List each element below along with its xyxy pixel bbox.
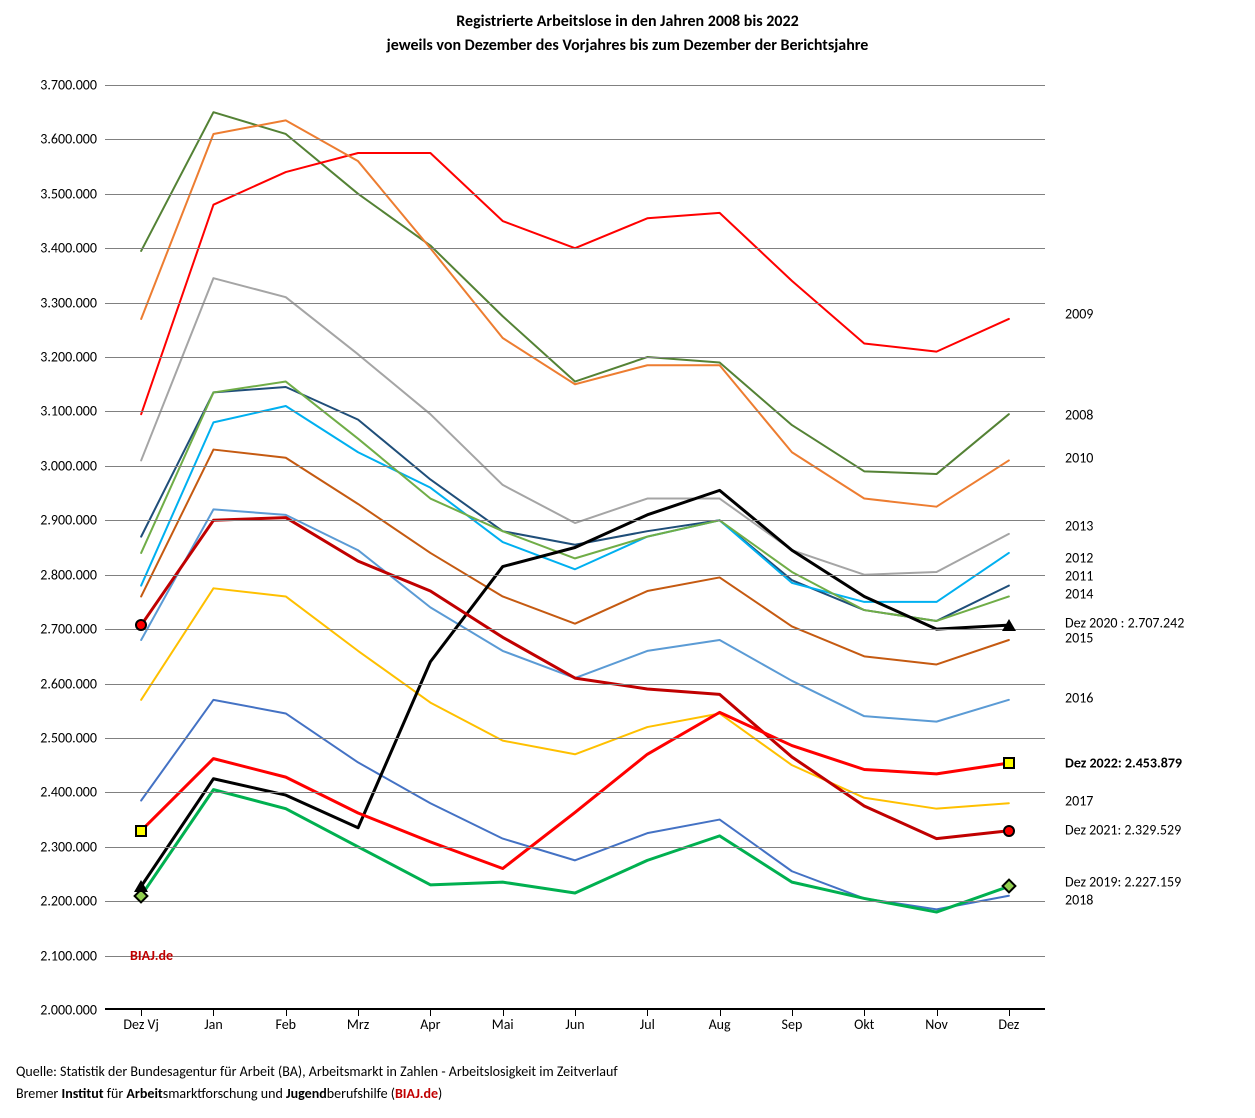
gridline	[105, 194, 1045, 195]
gridline	[105, 847, 1045, 848]
x-tick-label: Dez Vj	[123, 1010, 158, 1033]
x-tick-label: Mrz	[347, 1010, 369, 1033]
s2-p3: smarktforschung und	[163, 1085, 286, 1102]
series-marker-2020	[1002, 619, 1016, 631]
gridline	[105, 738, 1045, 739]
gridline	[105, 684, 1045, 685]
x-tick-label: Jul	[640, 1010, 655, 1033]
x-tick-label: Mai	[492, 1010, 514, 1033]
series-end-label-2021: Dez 2021: 2.329.529	[1065, 822, 1181, 839]
plot-area: 2.000.0002.100.0002.200.0002.300.0002.40…	[105, 85, 1045, 1010]
gridline	[105, 792, 1045, 793]
gridline	[105, 629, 1045, 630]
series-2017	[141, 588, 1009, 808]
chart-title-line2: jeweils von Dezember des Vorjahres bis z…	[0, 36, 1255, 55]
series-end-label-2015: 2015	[1065, 630, 1093, 647]
series-2009	[141, 153, 1009, 414]
y-tick-label: 2.200.000	[40, 893, 105, 910]
x-tick-label: Jun	[565, 1010, 584, 1033]
biaj-watermark: BIAJ.de	[130, 947, 173, 964]
series-2015	[141, 450, 1009, 665]
series-end-label-2011: 2011	[1065, 567, 1093, 584]
y-tick-label: 3.000.000	[40, 457, 105, 474]
y-tick-label: 2.600.000	[40, 675, 105, 692]
series-2014	[141, 382, 1009, 621]
s2-biaj: BIAJ.de	[395, 1085, 438, 1102]
y-tick-label: 3.500.000	[40, 185, 105, 202]
y-tick-label: 2.500.000	[40, 729, 105, 746]
chart-title-line1: Registrierte Arbeitslose in den Jahren 2…	[0, 12, 1255, 31]
series-end-label-2017: 2017	[1065, 792, 1093, 809]
x-tick-label: Aug	[709, 1010, 731, 1033]
gridline	[105, 248, 1045, 249]
source-text-1: Quelle: Statistik der Bundesagentur für …	[16, 1063, 618, 1080]
series-end-label-2020: Dez 2020 : 2.707.242	[1065, 614, 1184, 631]
gridline	[105, 901, 1045, 902]
series-end-label-2012: 2012	[1065, 550, 1093, 567]
series-2020	[141, 490, 1009, 886]
series-2019	[141, 790, 1009, 912]
chart-stage: Registrierte Arbeitslose in den Jahren 2…	[0, 0, 1255, 1118]
series-end-label-2019: Dez 2019: 2.227.159	[1065, 874, 1181, 891]
source-line-2: Bremer Institut für Arbeitsmarktforschun…	[16, 1085, 442, 1102]
gridline	[105, 411, 1045, 412]
s2-p1: Bremer	[16, 1085, 61, 1102]
gridline	[105, 575, 1045, 576]
s2-b3: Jugend	[286, 1085, 327, 1102]
series-end-label-2013: 2013	[1065, 517, 1093, 534]
gridline	[105, 520, 1045, 521]
series-marker-2021	[1003, 825, 1015, 837]
gridline	[105, 139, 1045, 140]
gridline	[105, 85, 1045, 86]
series-end-label-2010: 2010	[1065, 449, 1093, 466]
series-2013	[141, 278, 1009, 575]
series-end-label-2009: 2009	[1065, 305, 1093, 322]
y-tick-label: 2.100.000	[40, 947, 105, 964]
x-tick-label: Okt	[854, 1010, 874, 1033]
series-end-label-2008: 2008	[1065, 407, 1093, 424]
x-tick-label: Feb	[275, 1010, 296, 1033]
source-line-1: Quelle: Statistik der Bundesagentur für …	[16, 1063, 618, 1080]
y-tick-label: 2.300.000	[40, 838, 105, 855]
gridline	[105, 303, 1045, 304]
y-tick-label: 3.300.000	[40, 294, 105, 311]
y-tick-label: 3.200.000	[40, 349, 105, 366]
s2-p5: )	[438, 1085, 442, 1102]
series-marker-2021	[135, 619, 147, 631]
series-end-label-2014: 2014	[1065, 585, 1093, 602]
y-tick-label: 3.700.000	[40, 77, 105, 94]
y-tick-label: 2.400.000	[40, 784, 105, 801]
y-tick-label: 2.700.000	[40, 621, 105, 638]
x-tick-label: Jan	[204, 1010, 223, 1033]
x-tick-label: Sep	[782, 1010, 803, 1033]
gridline	[105, 956, 1045, 957]
s2-p4: berufshilfe (	[327, 1085, 395, 1102]
series-end-label-2022: Dez 2022: 2.453.879	[1065, 754, 1182, 771]
gridline	[105, 466, 1045, 467]
series-2016	[141, 509, 1009, 721]
series-marker-2022	[1003, 757, 1015, 769]
x-tick-label: Apr	[420, 1010, 440, 1033]
series-end-label-2016: 2016	[1065, 690, 1093, 707]
s2-p2: für	[104, 1085, 127, 1102]
y-tick-label: 2.900.000	[40, 512, 105, 529]
s2-b1: Institut	[61, 1085, 103, 1102]
series-marker-2020	[134, 880, 148, 892]
y-tick-label: 2.800.000	[40, 566, 105, 583]
x-tick-label: Nov	[925, 1010, 948, 1033]
series-marker-2022	[135, 825, 147, 837]
gridline	[105, 357, 1045, 358]
lines-layer	[105, 85, 1045, 1010]
y-tick-label: 3.600.000	[40, 131, 105, 148]
s2-b2: Arbeit	[126, 1085, 162, 1102]
y-tick-label: 2.000.000	[40, 1002, 105, 1019]
series-end-label-2018: 2018	[1065, 891, 1093, 908]
y-tick-label: 3.400.000	[40, 240, 105, 257]
y-tick-label: 3.100.000	[40, 403, 105, 420]
x-tick-label: Dez	[998, 1010, 1019, 1033]
series-2012	[141, 406, 1009, 602]
series-2011	[141, 387, 1009, 621]
